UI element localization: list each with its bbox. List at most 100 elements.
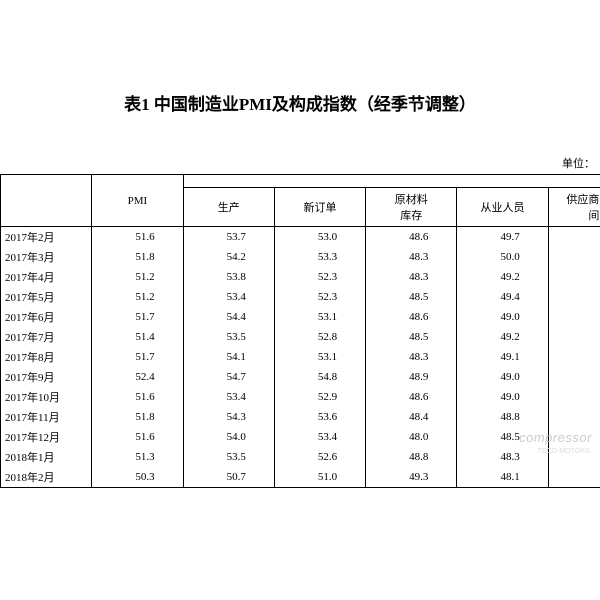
cell-pmi: 51.2: [92, 267, 183, 287]
cell-production: 53.7: [183, 227, 274, 248]
cell-raw_mat: 48.5: [366, 287, 457, 307]
table-row: 2017年8月51.754.153.148.349.14: [1, 347, 600, 367]
cell-period: 2018年1月: [1, 447, 92, 467]
cell-employees: 49.0: [457, 387, 548, 407]
cell-new_orders: 54.8: [274, 367, 365, 387]
cell-new_orders: 52.6: [274, 447, 365, 467]
cell-supplier: 4: [548, 347, 600, 367]
cell-production: 53.4: [183, 387, 274, 407]
cell-period: 2017年12月: [1, 427, 92, 447]
cell-production: 54.1: [183, 347, 274, 367]
col-header-new-orders: 新订单: [274, 188, 365, 227]
col-header-period: [1, 175, 92, 227]
cell-new_orders: 52.3: [274, 267, 365, 287]
unit-label: 单位：: [0, 155, 600, 174]
cell-new_orders: 53.1: [274, 307, 365, 327]
cell-raw_mat: 48.4: [366, 407, 457, 427]
cell-raw_mat: 48.5: [366, 327, 457, 347]
cell-period: 2017年9月: [1, 367, 92, 387]
cell-raw_mat: 48.9: [366, 367, 457, 387]
cell-period: 2018年2月: [1, 467, 92, 488]
cell-production: 53.5: [183, 327, 274, 347]
cell-pmi: 51.4: [92, 327, 183, 347]
cell-supplier: 4: [548, 467, 600, 488]
table-row: 2017年11月51.854.353.648.448.84: [1, 407, 600, 427]
cell-production: 50.7: [183, 467, 274, 488]
cell-period: 2017年2月: [1, 227, 92, 248]
cell-employees: 48.1: [457, 467, 548, 488]
col-header-supplier: 供应商配送间: [548, 188, 600, 227]
table-wrapper: PMI生产新订单原材料库存从业人员供应商配送间 2017年2月51.653.75…: [0, 174, 600, 488]
cell-raw_mat: 49.3: [366, 467, 457, 488]
table-row: 2017年9月52.454.754.848.949.04: [1, 367, 600, 387]
cell-new_orders: 52.3: [274, 287, 365, 307]
cell-period: 2017年10月: [1, 387, 92, 407]
cell-pmi: 51.3: [92, 447, 183, 467]
cell-raw_mat: 48.6: [366, 387, 457, 407]
table-row: 2017年2月51.653.753.048.649.75: [1, 227, 600, 248]
table-row: 2017年10月51.653.452.948.649.04: [1, 387, 600, 407]
cell-supplier: 4: [548, 407, 600, 427]
cell-new_orders: 53.0: [274, 227, 365, 248]
table-row: 2017年4月51.253.852.348.349.25: [1, 267, 600, 287]
table-row: 2018年2月50.350.751.049.348.14: [1, 467, 600, 488]
cell-production: 54.7: [183, 367, 274, 387]
cell-new_orders: 53.4: [274, 427, 365, 447]
cell-raw_mat: 48.8: [366, 447, 457, 467]
table-row: 2017年7月51.453.552.848.549.25: [1, 327, 600, 347]
table-row: 2017年6月51.754.453.148.649.04: [1, 307, 600, 327]
cell-raw_mat: 48.3: [366, 247, 457, 267]
cell-production: 54.4: [183, 307, 274, 327]
pmi-table: PMI生产新订单原材料库存从业人员供应商配送间 2017年2月51.653.75…: [0, 174, 600, 488]
cell-employees: 49.1: [457, 347, 548, 367]
cell-supplier: 4: [548, 447, 600, 467]
cell-new_orders: 52.9: [274, 387, 365, 407]
cell-employees: 48.3: [457, 447, 548, 467]
cell-employees: 48.8: [457, 407, 548, 427]
col-header-employees: 从业人员: [457, 188, 548, 227]
cell-production: 53.8: [183, 267, 274, 287]
col-header-group: [183, 175, 600, 188]
table-row: 2017年3月51.854.253.348.350.05: [1, 247, 600, 267]
cell-pmi: 51.6: [92, 227, 183, 248]
cell-new_orders: 53.6: [274, 407, 365, 427]
table-title: 表1 中国制造业PMI及构成指数（经季节调整）: [0, 0, 600, 155]
cell-supplier: 4: [548, 427, 600, 447]
cell-raw_mat: 48.6: [366, 307, 457, 327]
cell-employees: 49.4: [457, 287, 548, 307]
cell-employees: 48.5: [457, 427, 548, 447]
cell-production: 54.0: [183, 427, 274, 447]
cell-period: 2017年3月: [1, 247, 92, 267]
table-row: 2017年12月51.654.053.448.048.54: [1, 427, 600, 447]
cell-supplier: 4: [548, 307, 600, 327]
cell-new_orders: 51.0: [274, 467, 365, 488]
cell-pmi: 51.6: [92, 427, 183, 447]
cell-employees: 49.0: [457, 307, 548, 327]
cell-period: 2017年8月: [1, 347, 92, 367]
cell-pmi: 50.3: [92, 467, 183, 488]
cell-period: 2017年6月: [1, 307, 92, 327]
cell-raw_mat: 48.3: [366, 347, 457, 367]
cell-pmi: 51.2: [92, 287, 183, 307]
cell-supplier: 4: [548, 367, 600, 387]
cell-supplier: 5: [548, 227, 600, 248]
cell-employees: 50.0: [457, 247, 548, 267]
cell-supplier: 5: [548, 287, 600, 307]
cell-supplier: 5: [548, 267, 600, 287]
cell-employees: 49.7: [457, 227, 548, 248]
cell-pmi: 52.4: [92, 367, 183, 387]
cell-period: 2017年7月: [1, 327, 92, 347]
cell-period: 2017年4月: [1, 267, 92, 287]
cell-supplier: 5: [548, 327, 600, 347]
cell-employees: 49.2: [457, 327, 548, 347]
cell-new_orders: 53.1: [274, 347, 365, 367]
cell-raw_mat: 48.6: [366, 227, 457, 248]
cell-pmi: 51.7: [92, 347, 183, 367]
table-row: 2017年5月51.253.452.348.549.45: [1, 287, 600, 307]
cell-production: 54.2: [183, 247, 274, 267]
cell-supplier: 4: [548, 387, 600, 407]
cell-production: 54.3: [183, 407, 274, 427]
col-header-production: 生产: [183, 188, 274, 227]
cell-pmi: 51.8: [92, 407, 183, 427]
table-row: 2018年1月51.353.552.648.848.34: [1, 447, 600, 467]
